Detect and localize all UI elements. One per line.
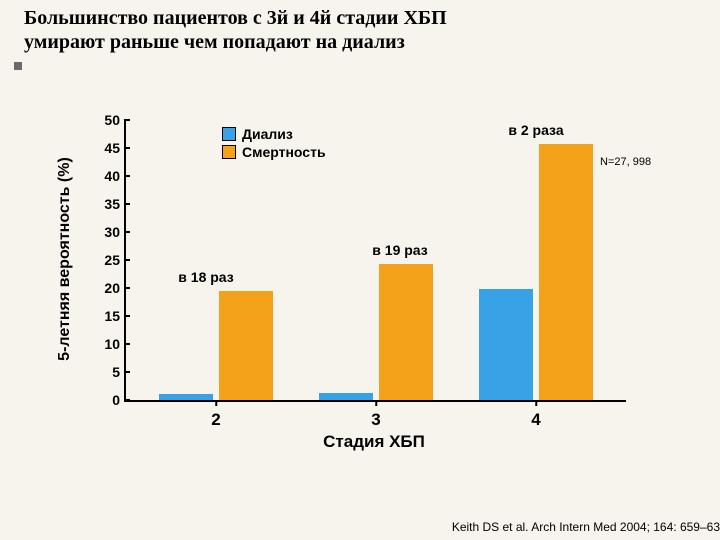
y-tick: 35 (92, 196, 120, 212)
title-line-2: умирают раньше чем попадают на диализ (24, 30, 664, 54)
legend-label: Диализ (242, 126, 293, 142)
bar-mortality (219, 291, 273, 400)
bar-mortality (539, 144, 593, 400)
legend-label: Смертность (242, 144, 326, 160)
x-tick: 3 (371, 410, 380, 430)
bar-annotation: в 18 раз (178, 269, 233, 285)
y-tick: 0 (92, 392, 120, 408)
bullet-icon (14, 62, 22, 70)
y-axis-label: 5-летняя вероятность (%) (56, 129, 74, 389)
sample-size-note: N=27, 998 (600, 156, 651, 168)
slide: { "title": { "line1": "Большинство пацие… (0, 0, 720, 540)
x-tick: 2 (211, 410, 220, 430)
y-tick: 50 (92, 112, 120, 128)
y-tick: 5 (92, 364, 120, 380)
plot-area: ДиализСмертность 05101520253035404550234… (124, 120, 626, 402)
y-tick: 45 (92, 140, 120, 156)
y-axis-label-wrap: 5-летняя вероятность (%) (50, 120, 80, 400)
legend-swatch-icon (222, 145, 236, 159)
y-tick: 40 (92, 168, 120, 184)
chart: 5-летняя вероятность (%) Диализ Смертност… (50, 120, 660, 460)
title-line-1: Большинство пациентов с 3й и 4й стадии Х… (24, 6, 664, 30)
y-tick: 25 (92, 252, 120, 268)
slide-title: Большинство пациентов с 3й и 4й стадии Х… (24, 6, 664, 54)
y-tick: 20 (92, 280, 120, 296)
y-tick: 15 (92, 308, 120, 324)
legend-item: Смертность (222, 144, 326, 160)
x-tick: 4 (531, 410, 540, 430)
y-tick: 10 (92, 336, 120, 352)
legend-item: Диализ (222, 126, 326, 142)
bar-annotation: в 19 раз (372, 242, 427, 258)
bar-annotation: в 2 раза (508, 122, 563, 138)
citation: Keith DS et al. Arch Intern Med 2004; 16… (452, 520, 720, 534)
bar-mortality (379, 264, 433, 400)
bar-dialysis (319, 393, 373, 400)
y-tick: 30 (92, 224, 120, 240)
x-axis-label: Стадия ХБП (124, 432, 624, 452)
bar-dialysis (159, 394, 213, 400)
legend: Диализ Смертность (222, 126, 326, 162)
legend-swatch-icon (222, 127, 236, 141)
bar-dialysis (479, 289, 533, 400)
